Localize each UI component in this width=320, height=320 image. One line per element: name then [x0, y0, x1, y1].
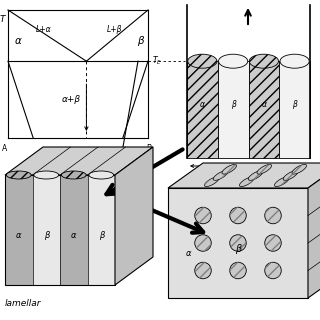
Text: α+β: α+β [61, 95, 81, 104]
Ellipse shape [248, 171, 263, 180]
Text: α: α [186, 250, 192, 259]
Bar [279, 61, 310, 158]
Text: β: β [235, 244, 241, 253]
Ellipse shape [188, 54, 217, 68]
Ellipse shape [6, 171, 31, 179]
Polygon shape [308, 163, 320, 298]
Bar [5, 175, 33, 285]
Ellipse shape [239, 177, 254, 187]
Ellipse shape [275, 177, 289, 187]
Text: α: α [200, 100, 205, 109]
Text: α: α [261, 100, 266, 109]
Text: T: T [0, 15, 5, 24]
Bar [87, 175, 115, 285]
Ellipse shape [61, 171, 86, 179]
Text: α: α [71, 231, 76, 240]
Bar [218, 61, 249, 158]
Text: $T_E$: $T_E$ [152, 55, 162, 68]
Text: λ: λ [215, 173, 220, 182]
Bar [60, 175, 87, 285]
Circle shape [195, 262, 211, 279]
Ellipse shape [257, 164, 272, 174]
Text: β: β [99, 231, 104, 240]
Circle shape [265, 235, 281, 251]
Circle shape [230, 207, 246, 224]
Ellipse shape [34, 171, 59, 179]
Ellipse shape [222, 164, 236, 174]
Ellipse shape [249, 54, 278, 68]
Text: β: β [44, 231, 49, 240]
Bar [33, 175, 60, 285]
Text: B: B [147, 144, 152, 153]
Polygon shape [115, 147, 153, 285]
Text: β: β [292, 100, 297, 109]
Text: L+β: L+β [106, 26, 122, 35]
Polygon shape [168, 163, 320, 188]
Circle shape [265, 207, 281, 224]
Bar [187, 61, 218, 158]
Text: lamellar: lamellar [5, 299, 42, 308]
Circle shape [195, 235, 211, 251]
Text: β: β [231, 100, 236, 109]
Text: L+α: L+α [36, 26, 51, 35]
Ellipse shape [292, 164, 307, 174]
Ellipse shape [283, 171, 298, 180]
Ellipse shape [219, 54, 248, 68]
Ellipse shape [204, 177, 219, 187]
Polygon shape [5, 147, 153, 175]
Text: β: β [137, 36, 143, 46]
Text: α: α [15, 36, 21, 46]
Circle shape [265, 262, 281, 279]
Polygon shape [168, 188, 308, 298]
Circle shape [230, 262, 246, 279]
Text: A: A [2, 144, 8, 153]
Ellipse shape [89, 171, 114, 179]
Circle shape [195, 207, 211, 224]
Text: Composition: Composition [54, 148, 102, 157]
Ellipse shape [280, 54, 309, 68]
Circle shape [230, 235, 246, 251]
Ellipse shape [213, 171, 228, 180]
Bar [249, 61, 279, 158]
Text: α: α [16, 231, 21, 240]
